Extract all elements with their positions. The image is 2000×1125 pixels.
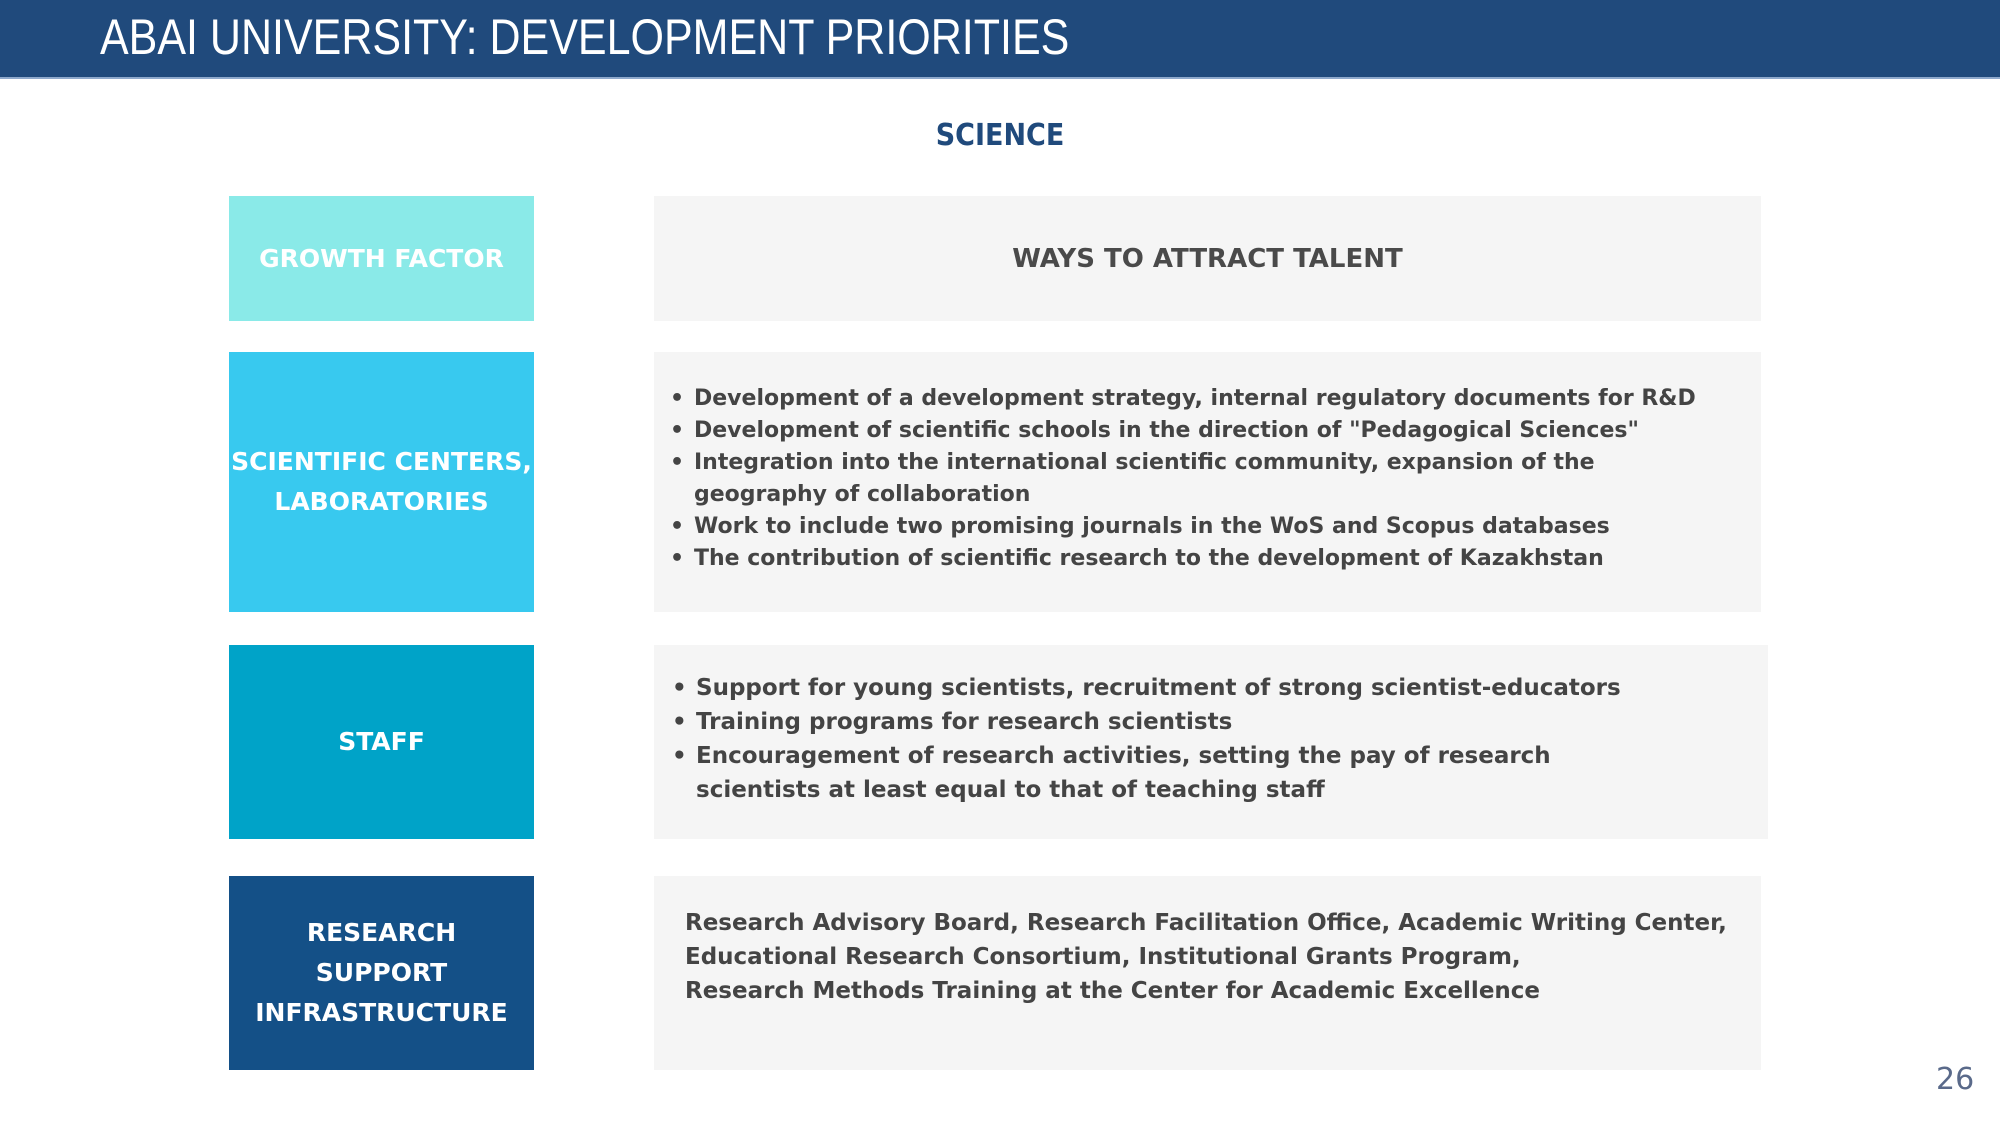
factor-label: SUPPORT	[315, 958, 448, 987]
list-item: Training programs for research scientist…	[672, 705, 1652, 739]
page-number: 26	[1936, 1062, 1975, 1097]
header-label: WAYS TO ATTRACT TALENT	[1012, 243, 1403, 274]
list-item: Development of scientific schools in the…	[670, 415, 1740, 447]
factor-label: STAFF	[338, 727, 425, 756]
factor-label: RESEARCH	[306, 918, 457, 947]
list-item: The contribution of scientific research …	[670, 543, 1740, 575]
list-item: Support for young scientists, recruitmen…	[672, 671, 1652, 705]
text-line: Educational Research Consortium, Institu…	[685, 944, 1521, 970]
list-item: Encouragement of research activities, se…	[672, 739, 1652, 807]
text-line: Research Advisory Board, Research Facili…	[685, 910, 1727, 936]
factor-staff: STAFF	[229, 645, 534, 839]
factor-scientific-centers: SCIENTIFIC CENTERS, LABORATORIES	[229, 352, 534, 612]
list-item: Integration into the international scien…	[670, 447, 1684, 511]
header-bar: ABAI UNIVERSITY: DEVELOPMENT PRIORITIES	[0, 0, 2000, 79]
header-label: GROWTH FACTOR	[259, 243, 504, 273]
factor-label: INFRASTRUCTURE	[255, 998, 508, 1027]
list-item: Work to include two promising journals i…	[670, 511, 1740, 543]
page-title: ABAI UNIVERSITY: DEVELOPMENT PRIORITIES	[100, 9, 1070, 65]
ways-header: WAYS TO ATTRACT TALENT	[654, 196, 1761, 321]
ways-research-infrastructure: Research Advisory Board, Research Facili…	[654, 876, 1761, 1070]
section-title: SCIENCE	[935, 118, 1065, 153]
factor-label: LABORATORIES	[274, 487, 489, 516]
list-item: Development of a development strategy, i…	[670, 383, 1740, 415]
ways-scientific-centers: Development of a development strategy, i…	[654, 352, 1761, 612]
factor-label: SCIENTIFIC CENTERS,	[231, 447, 532, 476]
factor-research-infrastructure: RESEARCH SUPPORT INFRASTRUCTURE	[229, 876, 534, 1070]
text-line: Research Methods Training at the Center …	[685, 978, 1541, 1004]
ways-staff: Support for young scientists, recruitmen…	[654, 645, 1768, 839]
growth-factor-header: GROWTH FACTOR	[229, 196, 534, 321]
